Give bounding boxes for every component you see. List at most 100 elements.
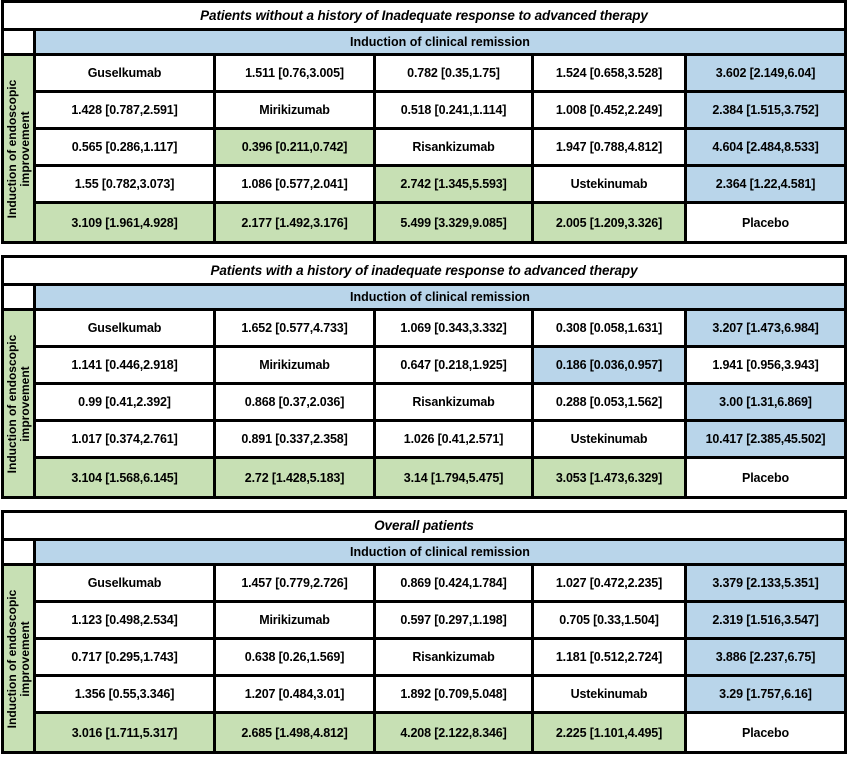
table-row: Guselkumab 1.511 [0.76,3.005] 0.782 [0.3… xyxy=(36,56,844,93)
table-row: 0.565 [0.286,1.117] 0.396 [0.211,0.742] … xyxy=(36,130,844,167)
table-row: 3.109 [1.961,4.928] 2.177 [1.492,3.176] … xyxy=(36,204,844,241)
cell-diagonal-placebo: Placebo xyxy=(687,204,844,241)
row-axis-label-line1: Induction of endoscopic xyxy=(4,79,19,218)
table-1-column-banner: Induction of clinical remission xyxy=(36,31,844,53)
cell-estimate: 0.647 [0.218,1.925] xyxy=(376,348,534,382)
table-2-body: Induction of endoscopic improvement Guse… xyxy=(4,311,844,496)
cell-estimate: 1.086 [0.577,2.041] xyxy=(216,167,376,201)
cell-diagonal-ustekinumab: Ustekinumab xyxy=(534,422,687,456)
table-1-title-row: Patients without a history of Inadequate… xyxy=(4,3,844,31)
table-row: 3.016 [1.711,5.317] 2.685 [1.498,4.812] … xyxy=(36,714,844,751)
cell-estimate: 1.026 [0.41,2.571] xyxy=(376,422,534,456)
table-row: 0.717 [0.295,1.743] 0.638 [0.26,1.569] R… xyxy=(36,640,844,677)
cell-estimate-significant-green: 3.053 [1.473,6.329] xyxy=(534,459,687,496)
table-3-title: Overall patients xyxy=(374,518,474,533)
table-3-grid: Guselkumab 1.457 [0.779,2.726] 0.869 [0.… xyxy=(36,566,844,751)
cell-diagonal-mirikizumab: Mirikizumab xyxy=(216,348,376,382)
cell-estimate: 0.869 [0.424,1.784] xyxy=(376,566,534,600)
cell-estimate-significant-blue: 3.00 [1.31,6.869] xyxy=(687,385,844,419)
cell-diagonal-mirikizumab: Mirikizumab xyxy=(216,603,376,637)
cell-estimate-significant-green: 4.208 [2.122,8.346] xyxy=(376,714,534,751)
table-2-row-axis-label: Induction of endoscopic improvement xyxy=(4,311,36,496)
table-1-body: Induction of endoscopic improvement Guse… xyxy=(4,56,844,241)
table-row: 1.428 [0.787,2.591] Mirikizumab 0.518 [0… xyxy=(36,93,844,130)
cell-estimate-significant-blue: 4.604 [2.484,8.533] xyxy=(687,130,844,164)
cell-estimate-significant-blue: 3.207 [1.473,6.984] xyxy=(687,311,844,345)
cell-estimate: 1.069 [0.343,3.332] xyxy=(376,311,534,345)
cell-estimate-significant-green: 3.016 [1.711,5.317] xyxy=(36,714,216,751)
cell-estimate: 1.947 [0.788,4.812] xyxy=(534,130,687,164)
cell-diagonal-mirikizumab: Mirikizumab xyxy=(216,93,376,127)
row-axis-label-line2: improvement xyxy=(17,110,32,187)
cell-estimate-significant-green: 3.109 [1.961,4.928] xyxy=(36,204,216,241)
cell-estimate: 0.782 [0.35,1.75] xyxy=(376,56,534,90)
cell-estimate: 1.008 [0.452,2.249] xyxy=(534,93,687,127)
cell-diagonal-guselkumab: Guselkumab xyxy=(36,566,216,600)
table-row: 1.356 [0.55,3.346] 1.207 [0.484,3.01] 1.… xyxy=(36,677,844,714)
row-axis-label-line2: improvement xyxy=(17,620,32,697)
table-3-body: Induction of endoscopic improvement Guse… xyxy=(4,566,844,751)
table-3-column-header-row: Induction of clinical remission xyxy=(4,541,844,566)
table-2-grid: Guselkumab 1.652 [0.577,4.733] 1.069 [0.… xyxy=(36,311,844,496)
cell-estimate-significant-blue: 2.364 [1.22,4.581] xyxy=(687,167,844,201)
cell-estimate: 1.207 [0.484,3.01] xyxy=(216,677,376,711)
table-row: 0.99 [0.41,2.392] 0.868 [0.37,2.036] Ris… xyxy=(36,385,844,422)
cell-estimate: 0.705 [0.33,1.504] xyxy=(534,603,687,637)
cell-estimate-significant-green: 5.499 [3.329,9.085] xyxy=(376,204,534,241)
cell-diagonal-ustekinumab: Ustekinumab xyxy=(534,677,687,711)
row-axis-label-line1: Induction of endoscopic xyxy=(4,589,19,728)
cell-estimate-significant-green: 2.225 [1.101,4.495] xyxy=(534,714,687,751)
table-row: 1.123 [0.498,2.534] Mirikizumab 0.597 [0… xyxy=(36,603,844,640)
cell-estimate: 1.027 [0.472,2.235] xyxy=(534,566,687,600)
cell-estimate-significant-green: 3.104 [1.568,6.145] xyxy=(36,459,216,496)
table-2-column-banner: Induction of clinical remission xyxy=(36,286,844,308)
cell-estimate-significant-green: 3.14 [1.794,5.475] xyxy=(376,459,534,496)
table-1-grid: Guselkumab 1.511 [0.76,3.005] 0.782 [0.3… xyxy=(36,56,844,241)
cell-estimate: 1.652 [0.577,4.733] xyxy=(216,311,376,345)
table-2-corner-blank xyxy=(4,286,36,308)
block-gap-2 xyxy=(0,499,848,510)
cell-diagonal-placebo: Placebo xyxy=(687,459,844,496)
table-1-title: Patients without a history of Inadequate… xyxy=(200,8,648,23)
cell-estimate-significant-blue: 0.186 [0.036,0.957] xyxy=(534,348,687,382)
cell-estimate: 1.428 [0.787,2.591] xyxy=(36,93,216,127)
table-row: 3.104 [1.568,6.145] 2.72 [1.428,5.183] 3… xyxy=(36,459,844,496)
table-row: Guselkumab 1.652 [0.577,4.733] 1.069 [0.… xyxy=(36,311,844,348)
table-2-column-header-row: Induction of clinical remission xyxy=(4,286,844,311)
cell-estimate: 1.524 [0.658,3.528] xyxy=(534,56,687,90)
cell-estimate-significant-blue: 10.417 [2.385,45.502] xyxy=(687,422,844,456)
league-table-block-3: Overall patients Induction of clinical r… xyxy=(1,510,847,754)
cell-estimate: 0.288 [0.053,1.562] xyxy=(534,385,687,419)
table-3-row-axis-label: Induction of endoscopic improvement xyxy=(4,566,36,751)
cell-estimate: 1.017 [0.374,2.761] xyxy=(36,422,216,456)
cell-estimate: 0.99 [0.41,2.392] xyxy=(36,385,216,419)
cell-estimate: 0.638 [0.26,1.569] xyxy=(216,640,376,674)
table-1-row-axis-label: Induction of endoscopic improvement xyxy=(4,56,36,241)
cell-estimate: 1.356 [0.55,3.346] xyxy=(36,677,216,711)
cell-estimate: 1.892 [0.709,5.048] xyxy=(376,677,534,711)
cell-estimate-significant-green: 2.177 [1.492,3.176] xyxy=(216,204,376,241)
table-2-title: Patients with a history of inadequate re… xyxy=(210,263,638,278)
cell-estimate-significant-blue: 3.886 [2.237,6.75] xyxy=(687,640,844,674)
cell-estimate-significant-green: 2.742 [1.345,5.593] xyxy=(376,167,534,201)
cell-estimate-significant-blue: 3.29 [1.757,6.16] xyxy=(687,677,844,711)
cell-estimate-significant-blue: 3.379 [2.133,5.351] xyxy=(687,566,844,600)
table-2-title-row: Patients with a history of inadequate re… xyxy=(4,258,844,286)
cell-estimate: 0.565 [0.286,1.117] xyxy=(36,130,216,164)
table-1-corner-blank xyxy=(4,31,36,53)
row-axis-label-line1: Induction of endoscopic xyxy=(4,334,19,473)
league-table-block-2: Patients with a history of inadequate re… xyxy=(1,255,847,499)
cell-estimate-significant-blue: 3.602 [2.149,6.04] xyxy=(687,56,844,90)
cell-estimate: 0.891 [0.337,2.358] xyxy=(216,422,376,456)
cell-estimate: 1.181 [0.512,2.724] xyxy=(534,640,687,674)
table-1-column-header-row: Induction of clinical remission xyxy=(4,31,844,56)
cell-estimate: 1.123 [0.498,2.534] xyxy=(36,603,216,637)
cell-estimate: 0.597 [0.297,1.198] xyxy=(376,603,534,637)
table-row: Guselkumab 1.457 [0.779,2.726] 0.869 [0.… xyxy=(36,566,844,603)
table-row: 1.141 [0.446,2.918] Mirikizumab 0.647 [0… xyxy=(36,348,844,385)
table-row: 1.017 [0.374,2.761] 0.891 [0.337,2.358] … xyxy=(36,422,844,459)
block-gap-1 xyxy=(0,244,848,255)
cell-estimate: 0.717 [0.295,1.743] xyxy=(36,640,216,674)
cell-diagonal-placebo: Placebo xyxy=(687,714,844,751)
